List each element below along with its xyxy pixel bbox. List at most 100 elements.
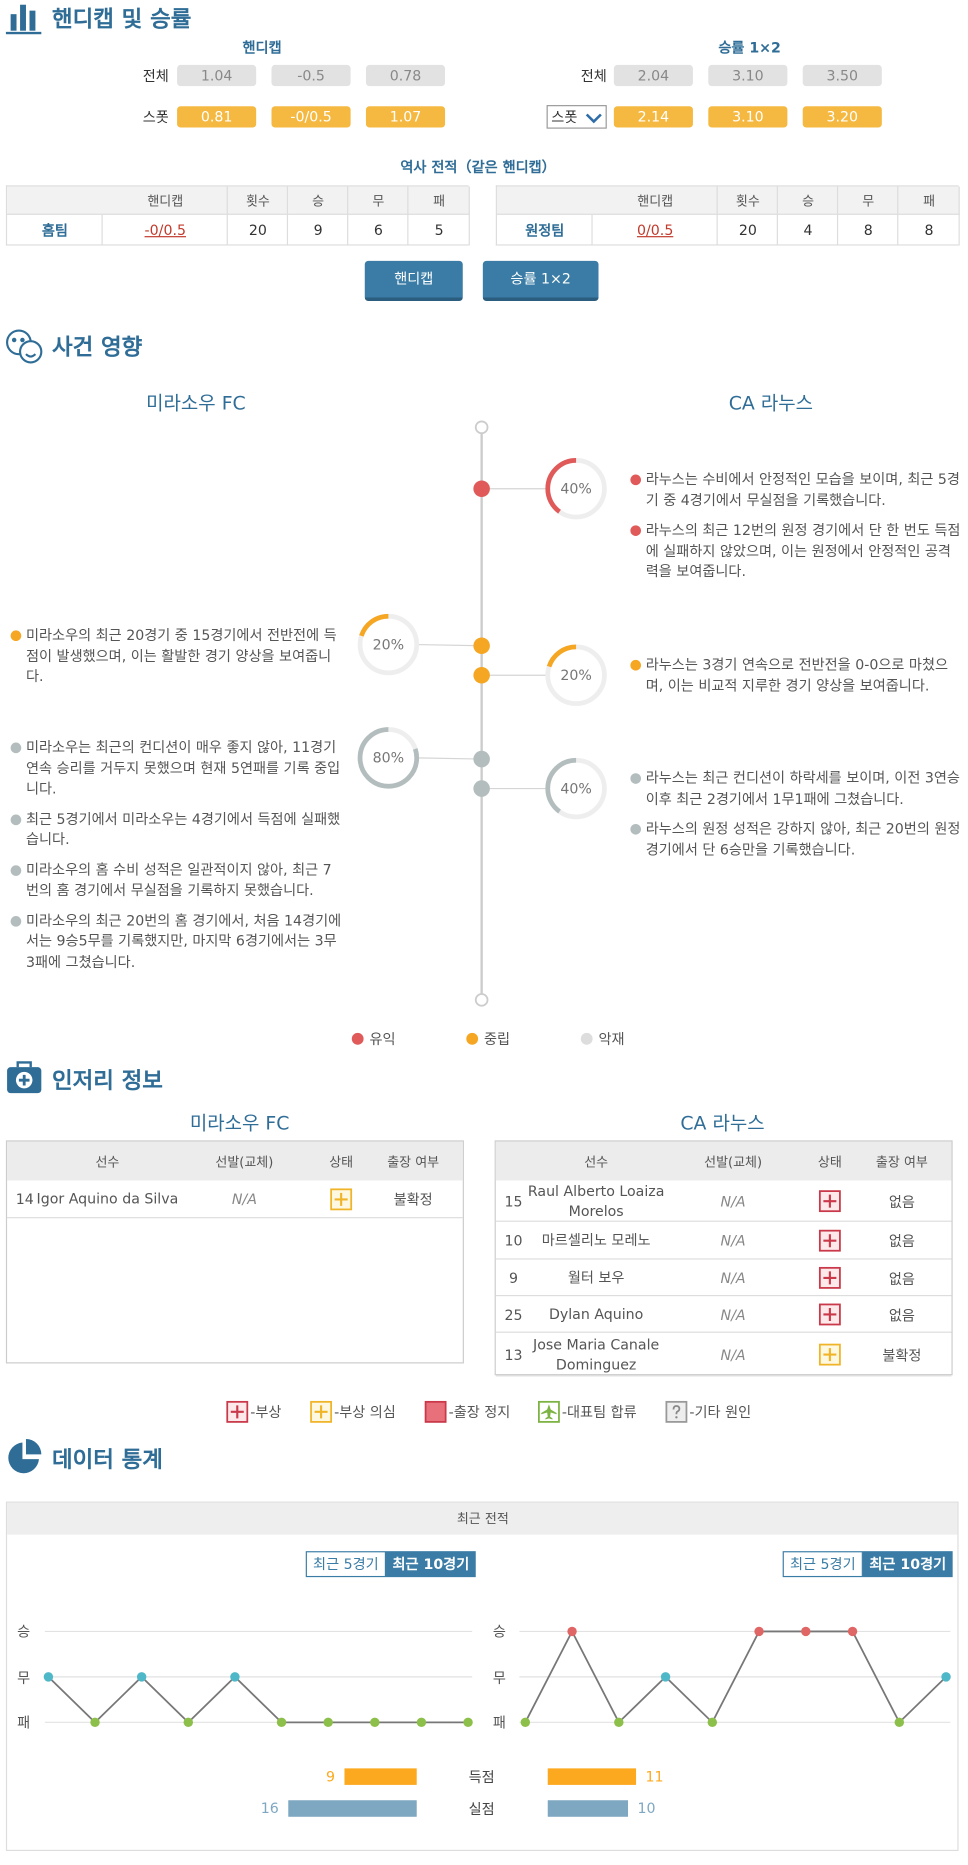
bar-value: 9 xyxy=(325,1768,336,1785)
event-notes: 미라소우의 최근 20경기 중 15경기에서 전반전에 득점이 발생했으며, 이… xyxy=(10,626,342,697)
status-icon xyxy=(330,1188,353,1211)
select-arrow xyxy=(585,113,602,124)
gauge-label: 80% xyxy=(372,749,405,767)
section-title: 사건 영향 xyxy=(51,334,143,361)
odds-pill: 2.14 xyxy=(613,106,693,128)
table-header: 패 xyxy=(433,193,446,209)
legend-dot xyxy=(580,1032,593,1045)
table-divider xyxy=(716,186,718,246)
team-cell: 원정팀 xyxy=(525,222,565,240)
odds-pill: 3.20 xyxy=(802,106,882,128)
table-cell: 4 xyxy=(803,221,813,239)
note-bullet xyxy=(10,630,22,642)
table-header-bg xyxy=(496,186,960,215)
tab[interactable]: 최근 5경기 xyxy=(782,1551,863,1578)
team-cell: 홈팀 xyxy=(41,222,68,240)
note-bullet xyxy=(10,864,22,876)
form-point xyxy=(43,1672,54,1682)
timeline-end xyxy=(474,420,489,435)
note-bullet xyxy=(630,525,642,536)
tab[interactable]: 최근 5경기 xyxy=(305,1551,387,1578)
event-notes: 라누스는 3경기 연속으로 전반전을 0-0으로 마쳤으며, 이는 비교적 지루… xyxy=(630,655,961,706)
history-title: 역사 전적（같은 핸디캡） xyxy=(400,158,556,176)
form-point xyxy=(894,1717,905,1728)
icon-question xyxy=(672,1405,681,1415)
legend-label: -부상 의심 xyxy=(334,1404,396,1421)
row-label: 전체 xyxy=(580,67,607,85)
table-divider xyxy=(776,186,778,246)
note-text: 라누스의 최근 12번의 원정 경기에서 단 한 번도 득점에 실패하지 않았으… xyxy=(645,521,961,580)
section-icon xyxy=(6,329,43,364)
odds-pill: -0.5 xyxy=(271,64,351,87)
table-header-bg xyxy=(7,1141,463,1181)
note-text: 미라소우의 최근 20번의 홈 경기에서, 처음 14경기에서는 9승5무를 기… xyxy=(25,911,342,970)
event-dot xyxy=(473,637,490,654)
tab-button[interactable]: 승률 1×2 xyxy=(482,260,599,302)
table-header: 횟수 xyxy=(735,193,760,209)
select-value: 스폿 xyxy=(551,109,578,126)
y-tick-label: 승 xyxy=(17,1623,31,1641)
note-text: 라누스의 원정 성적은 강하지 않아, 최근 20번의 원정 경기에서 단 6승… xyxy=(645,820,961,858)
icon-plus xyxy=(823,1234,837,1248)
player-number: 25 xyxy=(504,1306,523,1323)
tab-button[interactable]: 핸디캡 xyxy=(364,260,463,302)
note-text: 미라소우의 홈 수비 성적은 일관적이지 않아, 최근 7번의 홈 경기에서 무… xyxy=(25,861,332,899)
event-note: 미라소우는 최근의 컨디션이 매우 좋지 않아, 11경기 연속 승리를 거두지… xyxy=(10,738,342,800)
y-tick-label: 패 xyxy=(492,1714,506,1732)
status-icon xyxy=(818,1190,841,1213)
event-note: 라누스의 원정 성적은 강하지 않아, 최근 20번의 원정 경기에서 단 6승… xyxy=(630,819,961,860)
team-name: 미라소우 FC xyxy=(189,1112,290,1135)
odds-pill: 3.10 xyxy=(708,64,788,87)
legend-label: -기타 원인 xyxy=(689,1404,752,1421)
icon-plus xyxy=(823,1307,837,1321)
table-header: 무 xyxy=(862,193,875,209)
legend-label: -출장 정지 xyxy=(448,1404,511,1421)
table-divider xyxy=(958,186,960,246)
event-note: 라누스는 수비에서 안정적인 모습을 보이며, 최근 5경기 중 4경기에서 무… xyxy=(630,470,961,511)
note-bullet xyxy=(630,659,642,671)
table-divider xyxy=(836,186,839,246)
table-divider xyxy=(101,214,103,246)
team-name: CA 라누스 xyxy=(680,1112,765,1135)
tab[interactable]: 최근 10경기 xyxy=(386,1551,476,1578)
table-divider xyxy=(468,186,470,246)
tab[interactable]: 최근 10경기 xyxy=(862,1551,953,1578)
y-tick-label: 패 xyxy=(17,1714,31,1732)
table-header: 상태 xyxy=(817,1154,842,1170)
icon-plus xyxy=(823,1194,837,1208)
row-divider xyxy=(495,1375,952,1377)
event-note: 라누스는 3경기 연속으로 전반전을 0-0으로 마쳤으며, 이는 비교적 지루… xyxy=(630,655,961,696)
table-cell: 9 xyxy=(313,221,323,239)
odds-select[interactable]: 스폿 xyxy=(546,105,607,129)
form-point xyxy=(370,1717,380,1728)
table-header: 출장 여부 xyxy=(875,1154,928,1170)
status-icon xyxy=(310,1400,333,1423)
player-number: 15 xyxy=(504,1192,523,1210)
gauge-label: 40% xyxy=(560,780,592,797)
gauge-arc xyxy=(357,727,420,789)
note-bullet xyxy=(10,813,22,825)
form-point xyxy=(323,1717,333,1728)
bar-value: 16 xyxy=(260,1800,279,1817)
table-divider xyxy=(407,186,409,246)
player-name: Jose Maria Canale Dominguez xyxy=(533,1335,660,1373)
legend-label: 유익 xyxy=(369,1031,396,1048)
injury-table: 선수 선발(교체) 상태 출장 여부 15 Raul Alberto Loaiza Mor… xyxy=(494,1140,953,1377)
table-cell: -0/0.5 xyxy=(144,221,186,239)
player-availability: 없음 xyxy=(888,1233,915,1250)
history-table: 핸디캡 횟수 승 무 패 원정팀 0/0.5 20 4 8 8 xyxy=(495,185,960,246)
table-divider xyxy=(286,186,289,246)
note-text: 미라소우는 최근의 컨디션이 매우 좋지 않아, 11경기 연속 승리를 거두지… xyxy=(25,738,341,797)
status-icon xyxy=(818,1229,841,1252)
event-notes: 라누스는 최근 컨디션이 하락세를 보이며, 이전 3연승 이후 최근 2경기에… xyxy=(630,768,961,870)
table-cell: 0/0.5 xyxy=(637,221,674,239)
form-point xyxy=(614,1717,624,1728)
form-point xyxy=(567,1626,577,1637)
bar xyxy=(344,1768,417,1785)
status-icon xyxy=(424,1400,447,1423)
player-lineup: N/A xyxy=(720,1192,746,1210)
icon-plus xyxy=(334,1192,348,1206)
table-header: 패 xyxy=(923,193,936,209)
connector xyxy=(416,757,482,760)
row-label: 스폿 xyxy=(142,109,169,126)
